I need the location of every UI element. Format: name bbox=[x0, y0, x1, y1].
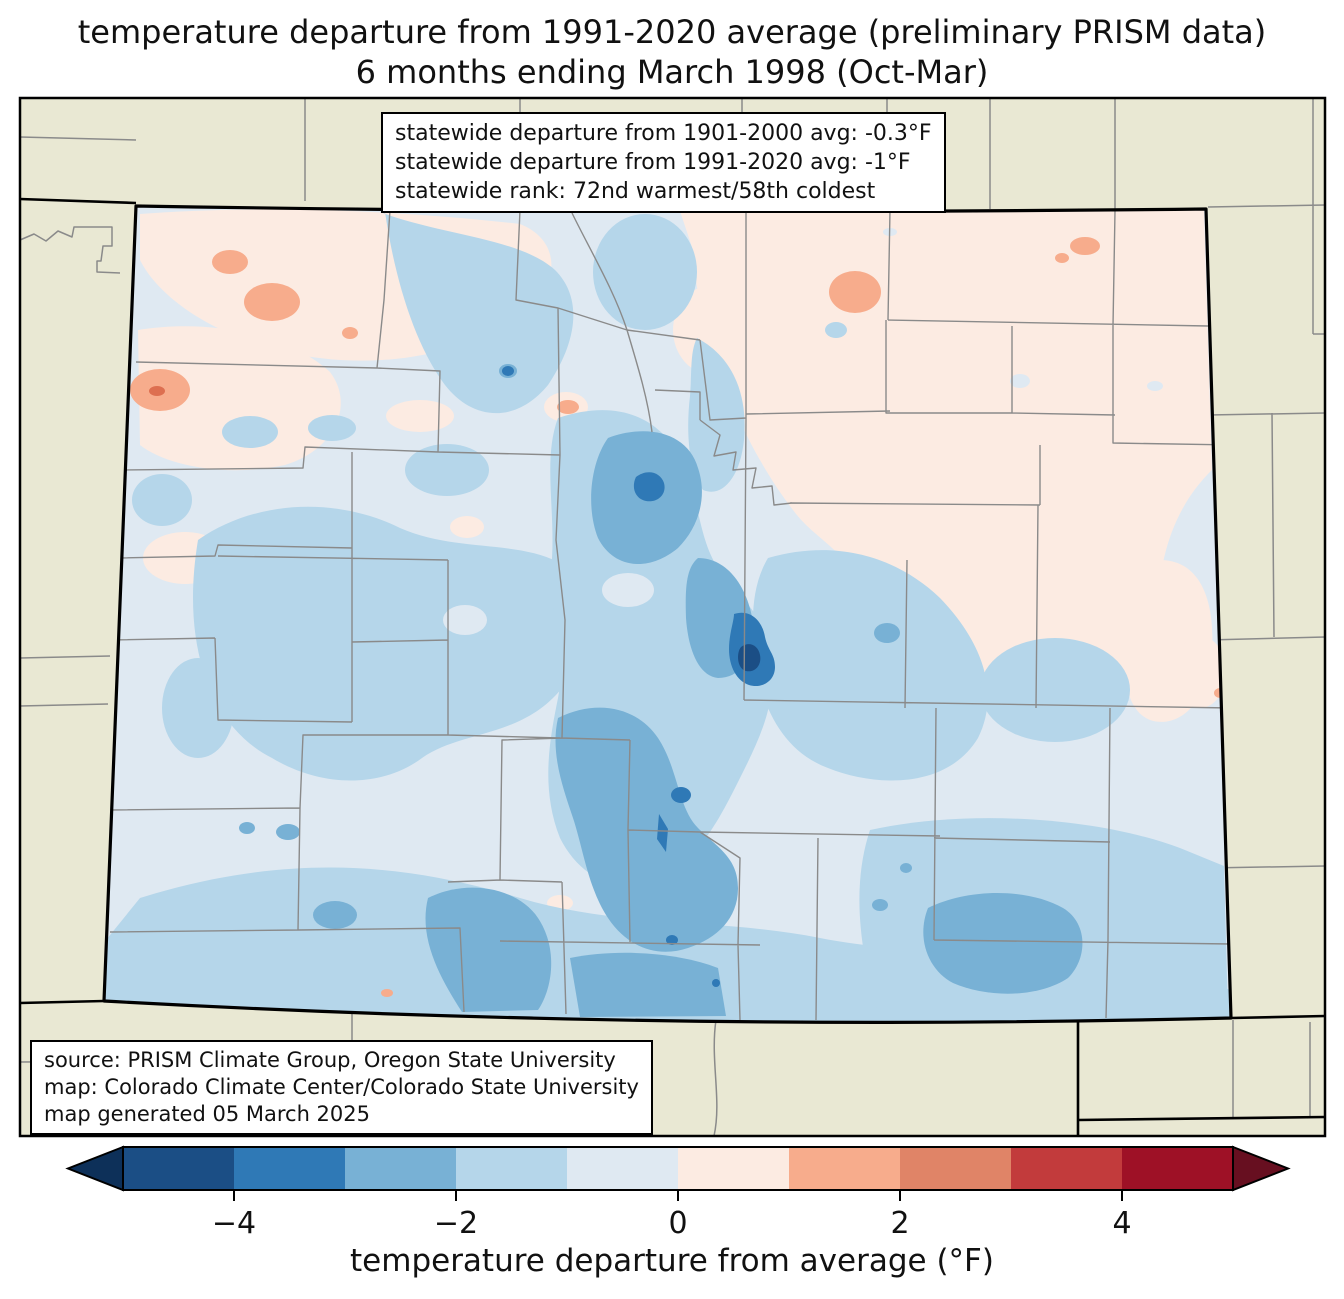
county-lines-frontrange bbox=[699, 417, 1231, 709]
colorbar-under-arrow bbox=[65, 1145, 124, 1192]
colorbar-segment bbox=[123, 1147, 234, 1190]
colorbar-tick-label: 4 bbox=[1112, 1206, 1131, 1241]
stats-line-1: statewide departure from 1901-2000 avg: … bbox=[395, 121, 932, 146]
county-lines-southwest bbox=[106, 452, 761, 1021]
colorbar-tick-label: −4 bbox=[212, 1206, 256, 1241]
source-line-3: map generated 05 March 2025 bbox=[44, 1102, 371, 1126]
state-fill-contours bbox=[104, 206, 1231, 1023]
colorbar-tick-label: 0 bbox=[668, 1206, 687, 1241]
colorbar-segment bbox=[1122, 1147, 1233, 1190]
colorbar: −4 −2 0 2 4 bbox=[65, 1145, 1291, 1241]
stats-line-3: statewide rank: 72nd warmest/58th coldes… bbox=[395, 179, 876, 204]
county-lines-northeast bbox=[745, 209, 1231, 505]
colorbar-segment bbox=[345, 1147, 456, 1190]
colorbar-segment bbox=[234, 1147, 345, 1190]
colorbar-tick-label: −2 bbox=[434, 1206, 478, 1241]
county-lines-southeast bbox=[699, 707, 1231, 1021]
axes-frame bbox=[18, 96, 1327, 1138]
source-attribution-box: source: PRISM Climate Group, Oregon Stat… bbox=[30, 1040, 653, 1135]
statewide-stats-box: statewide departure from 1901-2000 avg: … bbox=[381, 112, 946, 213]
colorbar-segment bbox=[789, 1147, 900, 1190]
neighbor-state-borders bbox=[19, 197, 1326, 1136]
colorbar-axis-label: temperature departure from average (°F) bbox=[350, 1243, 994, 1279]
figure-title-line1: temperature departure from 1991-2020 ave… bbox=[77, 13, 1267, 51]
colorbar-segment bbox=[1011, 1147, 1122, 1190]
source-line-1: source: PRISM Climate Group, Oregon Stat… bbox=[44, 1048, 616, 1072]
figure-title-line2: 6 months ending March 1998 (Oct-Mar) bbox=[355, 53, 989, 91]
colorbar-segment bbox=[900, 1147, 1011, 1190]
colorbar-segment bbox=[567, 1147, 678, 1190]
county-lines-northwest bbox=[122, 209, 747, 471]
colorbar-segment bbox=[678, 1147, 789, 1190]
colorbar-tick-label: 2 bbox=[890, 1206, 909, 1241]
colorbar-segment bbox=[456, 1147, 567, 1190]
stats-line-2: statewide departure from 1991-2020 avg: … bbox=[395, 150, 911, 175]
source-line-2: map: Colorado Climate Center/Colorado St… bbox=[44, 1075, 639, 1099]
colorbar-over-arrow bbox=[1232, 1145, 1291, 1192]
